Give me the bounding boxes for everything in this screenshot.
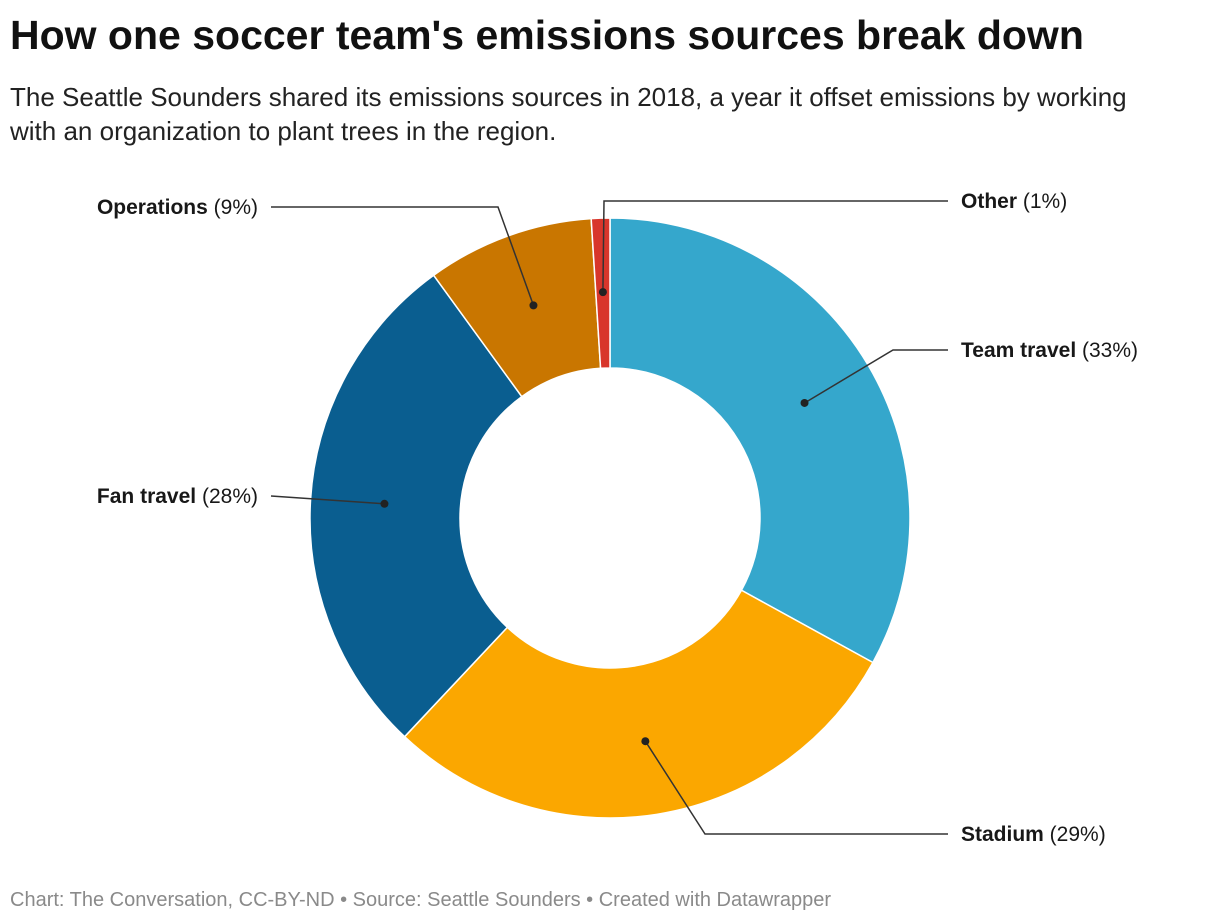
slice-label-name: Team travel xyxy=(961,339,1076,362)
slice-label-team-travel: Team travel (33%) xyxy=(961,339,1138,362)
slice-label-name: Stadium xyxy=(961,823,1044,846)
slice-label-percent: (1%) xyxy=(1017,190,1067,213)
slice-stadium xyxy=(403,589,874,819)
slice-fan-travel xyxy=(309,274,523,738)
slice-label-name: Other xyxy=(961,190,1017,213)
chart-subtitle: The Seattle Sounders shared its emission… xyxy=(10,82,1127,146)
slice-label-percent: (9%) xyxy=(208,196,258,219)
slice-label-operations: Operations (9%) xyxy=(97,196,258,219)
slice-label-stadium: Stadium (29%) xyxy=(961,823,1106,846)
slice-label-fan-travel: Fan travel (28%) xyxy=(97,485,258,508)
slice-team-travel xyxy=(609,217,911,664)
slice-label-percent: (29%) xyxy=(1044,823,1106,846)
leader-dot-team-travel xyxy=(800,398,809,407)
slice-label-percent: (28%) xyxy=(196,485,258,508)
leader-dot-stadium xyxy=(641,737,650,746)
slice-labels: Team travel (33%) Stadium (29%) Fan travel… xyxy=(97,190,1138,846)
slice-label-name: Fan travel xyxy=(97,485,196,508)
leader-lines xyxy=(270,200,948,835)
donut-slices xyxy=(309,217,911,819)
slice-label-other: Other (1%) xyxy=(961,190,1067,213)
leader-line-team-travel xyxy=(804,349,948,404)
leader-line-other xyxy=(602,200,948,293)
leader-dot-fan-travel xyxy=(380,499,389,508)
leader-line-fan-travel xyxy=(270,495,385,505)
chart-title: How one soccer team's emissions sources … xyxy=(10,12,1084,58)
slice-label-name: Operations xyxy=(97,196,208,219)
leader-line-operations xyxy=(271,206,535,306)
slice-label-percent: (33%) xyxy=(1076,339,1138,362)
leader-dot-other xyxy=(598,288,607,297)
chart-footer: Chart: The Conversation, CC-BY-ND • Sour… xyxy=(10,889,832,911)
leader-line-stadium xyxy=(644,740,948,835)
leader-dot-operations xyxy=(529,301,538,310)
